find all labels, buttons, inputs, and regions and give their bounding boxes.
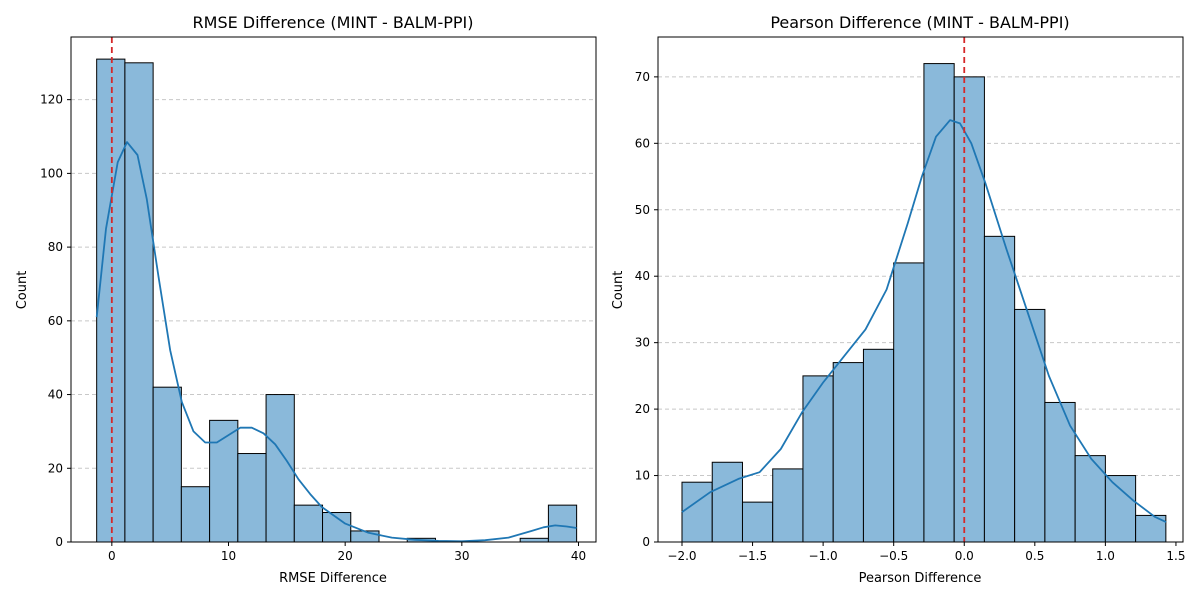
histogram-bar xyxy=(124,62,154,543)
kde-curve xyxy=(95,141,577,543)
y-tick-label: 0 xyxy=(642,535,650,549)
x-axis-ticks: 0 10 20 30 40 xyxy=(108,542,586,563)
histogram-bar xyxy=(293,504,324,543)
histogram-bar xyxy=(519,537,549,543)
chart-title: RMSE Difference (MINT - BALM-PPI) xyxy=(193,13,474,32)
histogram-bar xyxy=(350,530,380,543)
x-tick-label: 10 xyxy=(221,549,236,563)
y-tick-label: 40 xyxy=(48,388,63,402)
y-tick-label: 100 xyxy=(40,166,63,180)
y-tick-label: 80 xyxy=(48,240,63,254)
kde-curve xyxy=(681,119,1167,523)
histogram-bar xyxy=(983,235,1016,543)
kde-line xyxy=(681,119,1167,523)
pearson-difference-chart: Pearson Difference (MINT - BALM-PPI) −2.… xyxy=(611,13,1185,586)
histogram-bar xyxy=(1014,308,1046,543)
histogram-bar xyxy=(681,481,713,543)
y-tick-label: 50 xyxy=(635,203,650,217)
x-tick-label: 30 xyxy=(454,549,469,563)
histogram-bar xyxy=(772,468,804,543)
x-tick-label: −0.5 xyxy=(879,549,908,563)
x-tick-label: 0.0 xyxy=(955,549,974,563)
histogram-bar xyxy=(265,394,295,543)
histogram-bar xyxy=(96,58,126,543)
y-axis-label: Count xyxy=(611,271,626,310)
y-tick-label: 60 xyxy=(48,314,63,328)
y-tick-label: 60 xyxy=(635,136,650,150)
y-tick-label: 40 xyxy=(635,269,650,283)
y-tick-label: 10 xyxy=(635,469,650,483)
y-tick-label: 30 xyxy=(635,336,650,350)
grid-lines xyxy=(71,99,596,469)
histogram-bar xyxy=(547,504,578,543)
x-tick-label: 20 xyxy=(338,549,353,563)
x-tick-label: 0.5 xyxy=(1025,549,1044,563)
histogram-bar xyxy=(953,76,985,543)
histogram-bar xyxy=(923,63,955,543)
histogram-bar xyxy=(1104,475,1137,543)
x-tick-label: −1.0 xyxy=(809,549,838,563)
histogram-bars xyxy=(681,63,1167,543)
x-axis-label: Pearson Difference xyxy=(859,571,982,586)
histogram-bar xyxy=(711,461,743,543)
histogram-bar xyxy=(180,486,211,543)
chart-title: Pearson Difference (MINT - BALM-PPI) xyxy=(770,13,1069,32)
x-axis-ticks: −2.0 −1.5 −1.0 −0.5 0.0 0.5 1.0 1.5 xyxy=(667,542,1185,563)
x-tick-label: 1.5 xyxy=(1166,549,1185,563)
plot-frame xyxy=(657,36,1184,543)
y-axis-label: Count xyxy=(15,271,30,310)
histogram-bar xyxy=(893,262,925,543)
y-tick-label: 20 xyxy=(635,402,650,416)
y-tick-label: 70 xyxy=(635,70,650,84)
x-tick-label: 0 xyxy=(108,549,116,563)
kde-line xyxy=(95,141,577,543)
rmse-difference-chart: RMSE Difference (MINT - BALM-PPI) 0 10 20 3… xyxy=(15,13,597,586)
y-tick-label: 0 xyxy=(55,535,63,549)
x-tick-label: −2.0 xyxy=(667,549,696,563)
histogram-bar xyxy=(237,453,267,543)
histogram-bars xyxy=(96,58,578,543)
histogram-bar xyxy=(209,419,239,543)
y-axis-ticks: 0 10 20 30 40 50 60 70 xyxy=(635,70,658,549)
x-tick-label: 40 xyxy=(571,549,586,563)
y-tick-label: 120 xyxy=(40,93,63,107)
histogram-bar xyxy=(832,362,864,543)
x-tick-label: −1.5 xyxy=(738,549,767,563)
histogram-bar xyxy=(1044,401,1076,543)
y-tick-label: 20 xyxy=(48,461,63,475)
histogram-bar xyxy=(862,348,895,543)
y-axis-ticks: 0 20 40 60 80 100 120 xyxy=(40,93,71,549)
histogram-bar xyxy=(152,386,182,543)
x-axis-label: RMSE Difference xyxy=(279,571,387,586)
histogram-bar xyxy=(802,375,834,543)
plot-frame xyxy=(70,36,597,543)
histogram-bar xyxy=(741,501,774,543)
x-tick-label: 1.0 xyxy=(1096,549,1115,563)
